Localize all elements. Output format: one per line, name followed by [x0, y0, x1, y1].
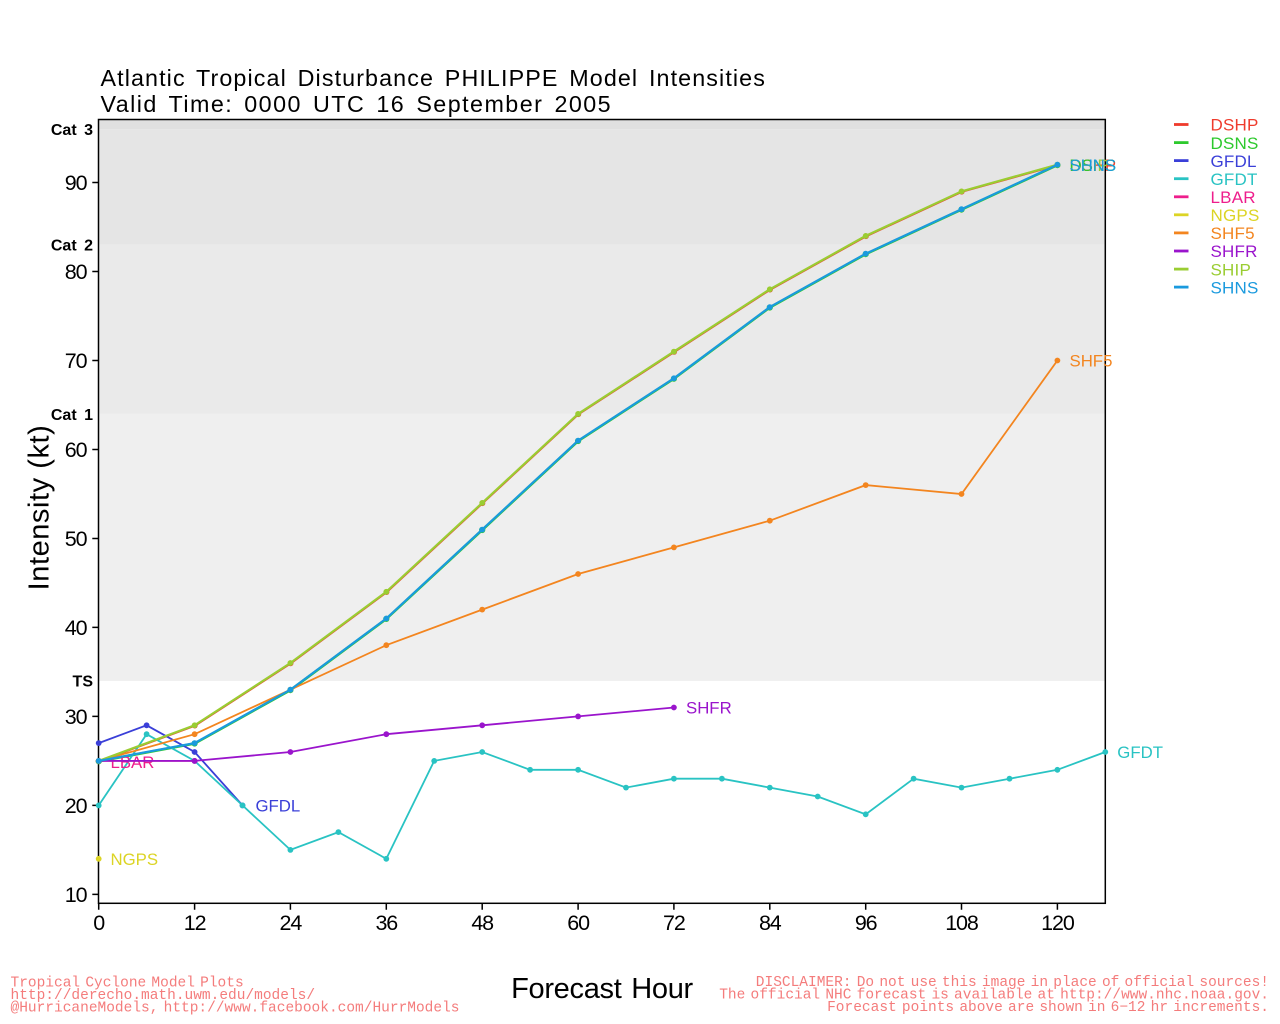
- svg-text:Atlantic Tropical Disturbance: Atlantic Tropical Disturbance PHILIPPE M…: [101, 65, 766, 91]
- svg-text:SHNS: SHNS: [1211, 278, 1259, 297]
- svg-text:DISCLAIMER: Do not use this im: DISCLAIMER: Do not use this image in pla…: [756, 975, 1269, 991]
- svg-text:10: 10: [65, 883, 88, 907]
- svg-text:Cat 3: Cat 3: [51, 122, 93, 139]
- svg-text:72: 72: [663, 911, 685, 935]
- svg-text:SHF5: SHF5: [1211, 224, 1255, 243]
- svg-text:70: 70: [65, 349, 88, 373]
- svg-text:60: 60: [65, 438, 88, 462]
- svg-text:NGPS: NGPS: [1211, 206, 1260, 225]
- svg-text:LBAR: LBAR: [111, 753, 155, 772]
- svg-text:Valid Time: 0000 UTC 16 Septem: Valid Time: 0000 UTC 16 September 2005: [101, 91, 613, 117]
- svg-text:Forecast points above are show: Forecast points above are shown in 6−12 …: [827, 1000, 1269, 1016]
- svg-text:36: 36: [375, 911, 398, 935]
- svg-text:Tropical Cyclone Model Plots: Tropical Cyclone Model Plots: [11, 976, 244, 992]
- svg-text:24: 24: [280, 911, 303, 935]
- svg-text:20: 20: [65, 794, 88, 818]
- svg-text:LBAR: LBAR: [1211, 188, 1256, 207]
- svg-text:The official NHC forecast is a: The official NHC forecast is available a…: [719, 988, 1269, 1004]
- svg-text:90: 90: [65, 171, 88, 195]
- svg-text:GFDT: GFDT: [1211, 170, 1258, 189]
- svg-text:GFDT: GFDT: [1117, 743, 1163, 762]
- svg-text:60: 60: [567, 911, 590, 935]
- svg-text:120: 120: [1041, 911, 1075, 935]
- svg-text:Forecast Hour: Forecast Hour: [511, 973, 693, 1005]
- svg-text:96: 96: [855, 911, 878, 935]
- svg-text:http://derecho.math.uwm.edu/mo: http://derecho.math.uwm.edu/models/: [11, 988, 316, 1004]
- svg-text:NGPS: NGPS: [111, 850, 159, 869]
- svg-text:0: 0: [93, 911, 105, 935]
- svg-text:80: 80: [65, 260, 88, 284]
- svg-text:GFDL: GFDL: [256, 797, 301, 816]
- svg-text:108: 108: [945, 911, 979, 935]
- svg-text:DSHP: DSHP: [1070, 156, 1117, 175]
- svg-text:SHFR: SHFR: [1211, 242, 1258, 261]
- svg-text:DSHP: DSHP: [1211, 116, 1259, 135]
- svg-text:DSNS: DSNS: [1070, 156, 1117, 175]
- svg-text:12: 12: [184, 911, 206, 935]
- svg-text:SHNS: SHNS: [1070, 156, 1117, 175]
- svg-text:GFDL: GFDL: [1211, 152, 1257, 171]
- svg-text:30: 30: [65, 705, 88, 729]
- svg-text:40: 40: [65, 616, 88, 640]
- svg-text:SHIP: SHIP: [1070, 156, 1109, 175]
- svg-text:DSNS: DSNS: [1211, 134, 1259, 153]
- svg-text:50: 50: [65, 527, 88, 551]
- svg-text:SHIP: SHIP: [1211, 260, 1251, 279]
- svg-text:SHF5: SHF5: [1070, 352, 1113, 371]
- svg-text:@HurricaneModels, http://www.f: @HurricaneModels, http://www.facebook.co…: [11, 1001, 460, 1017]
- svg-text:Intensity (kt): Intensity (kt): [24, 425, 56, 591]
- svg-text:TS: TS: [73, 674, 94, 691]
- svg-text:Cat 2: Cat 2: [51, 238, 93, 255]
- svg-text:Cat 1: Cat 1: [51, 407, 93, 424]
- svg-text:SHFR: SHFR: [686, 699, 732, 718]
- svg-text:48: 48: [471, 911, 494, 935]
- svg-text:84: 84: [759, 911, 782, 935]
